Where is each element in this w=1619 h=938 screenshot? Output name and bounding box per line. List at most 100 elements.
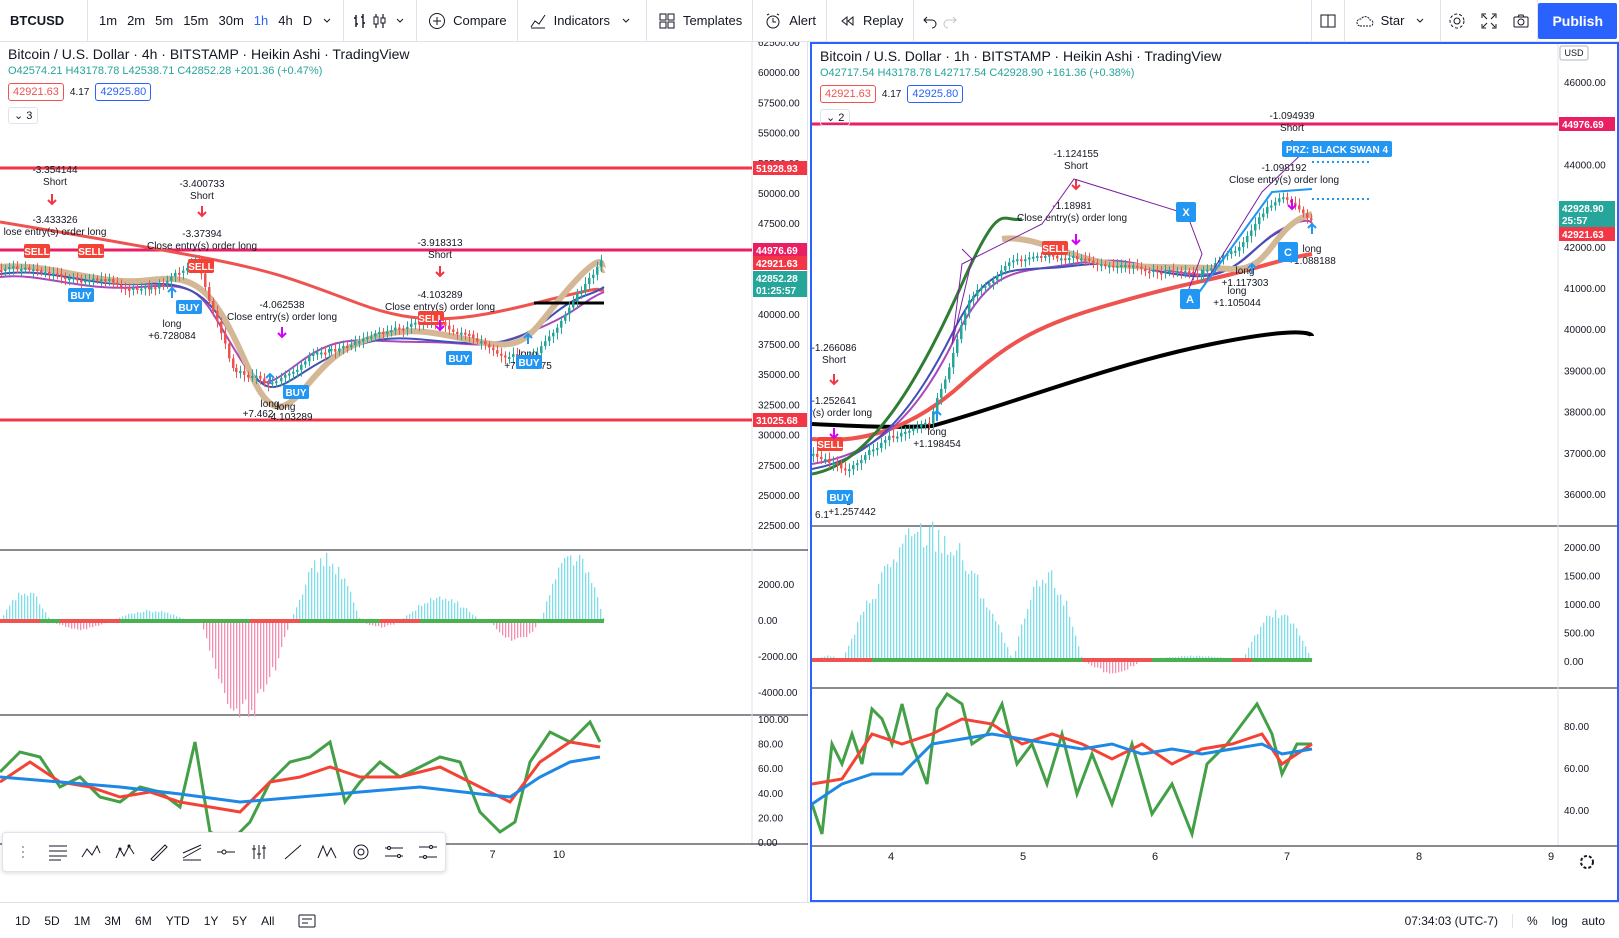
redo-icon[interactable] xyxy=(940,11,960,31)
macd-histogram-bar xyxy=(433,600,434,621)
chevron-down-icon[interactable] xyxy=(390,11,410,31)
symbol-search[interactable]: BTCUSD xyxy=(0,0,88,41)
horizontal-ray-icon[interactable] xyxy=(209,837,243,867)
interval-15m[interactable]: 15m xyxy=(178,13,213,28)
right-ask-price[interactable]: 42925.80 xyxy=(907,85,963,103)
templates-button[interactable]: Templates xyxy=(653,11,746,31)
macd-histogram-bar xyxy=(896,562,897,660)
left-indicators-toggle[interactable]: ⌄ 3 xyxy=(8,107,38,124)
fib-channel-icon[interactable] xyxy=(175,837,209,867)
candle-body xyxy=(1168,270,1171,272)
candle-body xyxy=(1234,251,1237,253)
publish-button[interactable]: Publish xyxy=(1538,3,1617,39)
macd-histogram-bar xyxy=(950,552,951,660)
macd-histogram-bar xyxy=(257,621,258,693)
range-5d[interactable]: 5D xyxy=(37,914,66,928)
left-bid-price[interactable]: 42921.63 xyxy=(8,83,64,101)
price-range-icon[interactable] xyxy=(411,837,445,867)
price-tick-label: 27500.00 xyxy=(758,461,800,472)
camera-icon[interactable] xyxy=(1511,11,1531,31)
compare-button[interactable]: Compare xyxy=(423,11,510,31)
candle-style-icon[interactable] xyxy=(370,11,390,31)
gear-icon[interactable] xyxy=(1447,11,1467,31)
fib-retracement-icon[interactable] xyxy=(243,837,277,867)
trend-line-icon[interactable] xyxy=(277,837,311,867)
xabcd-pattern-icon[interactable] xyxy=(310,837,344,867)
strategy-annotation: Short xyxy=(1280,123,1304,134)
macd-tick-label: 2000.00 xyxy=(1564,543,1601,554)
range-all[interactable]: All xyxy=(254,914,281,928)
right-indicators-toggle[interactable]: ⌄ 2 xyxy=(820,109,850,126)
chevron-down-icon[interactable] xyxy=(616,11,636,31)
goto-date-icon[interactable] xyxy=(297,911,317,931)
candle-body xyxy=(904,432,907,434)
interval-4h[interactable]: 4h xyxy=(273,13,297,28)
range-group: 1D 5D 1M 3M 6M YTD 1Y 5Y All xyxy=(0,914,281,928)
interval-1m[interactable]: 1m xyxy=(94,13,122,28)
drag-handle-icon[interactable] xyxy=(7,837,41,867)
range-6m[interactable]: 6M xyxy=(128,914,159,928)
right-chart-pane[interactable]: Bitcoin / U.S. Dollar · 1h · BITSTAMP · … xyxy=(810,42,1619,902)
star-button[interactable]: Star xyxy=(1351,11,1435,31)
interval-D[interactable]: D xyxy=(298,13,317,28)
macd-histogram-bar xyxy=(221,621,222,683)
left-chart-canvas[interactable]: 62500.0060000.0057500.0055000.0052500.00… xyxy=(0,42,808,902)
macd-histogram-bar xyxy=(905,535,906,660)
pattern-point-label: A xyxy=(1186,294,1194,306)
candle-body xyxy=(836,463,839,465)
fib-circles-icon[interactable] xyxy=(344,837,378,867)
interval-5m[interactable]: 5m xyxy=(150,13,178,28)
range-5y[interactable]: 5Y xyxy=(225,914,254,928)
candle-body xyxy=(840,464,843,469)
bar-style-icon[interactable] xyxy=(350,11,370,31)
signal-label: SELL xyxy=(188,262,214,273)
right-chart-canvas[interactable]: 46000.0045000.0044000.0043000.0042000.00… xyxy=(812,44,1617,900)
interval-2m[interactable]: 2m xyxy=(122,13,150,28)
pattern-abc-icon[interactable] xyxy=(74,837,108,867)
candle-body xyxy=(448,326,451,330)
log-toggle[interactable]: log xyxy=(1552,914,1568,928)
alert-button[interactable]: Alert xyxy=(759,11,820,31)
clock-readout[interactable]: 07:34:03 (UTC-7) xyxy=(1405,914,1513,928)
layout-icon[interactable] xyxy=(1318,11,1338,31)
range-1y[interactable]: 1Y xyxy=(197,914,226,928)
text-lines-icon[interactable] xyxy=(41,837,75,867)
brush-icon[interactable] xyxy=(142,837,176,867)
candle-body xyxy=(884,440,887,443)
elliott-wave-icon[interactable] xyxy=(108,837,142,867)
interval-1h[interactable]: 1h xyxy=(249,13,273,28)
rsi-tick-label: 40.00 xyxy=(1564,806,1589,817)
auto-toggle[interactable]: auto xyxy=(1582,914,1605,928)
percent-toggle[interactable]: % xyxy=(1527,914,1538,928)
parallel-channel-icon[interactable] xyxy=(378,837,412,867)
candle-body xyxy=(1140,267,1143,269)
macd-histogram-bar xyxy=(1063,606,1064,660)
fullscreen-icon[interactable] xyxy=(1479,11,1499,31)
macd-histogram-bar xyxy=(1296,628,1297,660)
range-1m[interactable]: 1M xyxy=(67,914,98,928)
candle-body xyxy=(892,436,895,438)
candle-body xyxy=(4,269,7,271)
chevron-down-icon[interactable] xyxy=(317,11,337,31)
oscillator-line xyxy=(0,757,600,802)
chevron-down-icon[interactable] xyxy=(1410,11,1430,31)
macd-histogram-bar xyxy=(299,600,300,621)
price-tick-label: 47500.00 xyxy=(758,219,800,230)
interval-30m[interactable]: 30m xyxy=(213,13,248,28)
range-3m[interactable]: 3M xyxy=(97,914,128,928)
candle-body xyxy=(72,277,75,279)
replay-button[interactable]: Replay xyxy=(833,11,907,31)
range-ytd[interactable]: YTD xyxy=(159,914,197,928)
signal-label: SELL xyxy=(24,247,50,258)
candle-body xyxy=(255,376,258,378)
left-ask-price[interactable]: 42925.80 xyxy=(95,83,151,101)
right-bid-price[interactable]: 42921.63 xyxy=(820,85,876,103)
undo-icon[interactable] xyxy=(920,11,940,31)
macd-histogram-bar xyxy=(9,606,10,621)
left-chart-pane[interactable]: Bitcoin / U.S. Dollar · 4h · BITSTAMP · … xyxy=(0,42,808,902)
candle-body xyxy=(936,398,939,411)
range-1d[interactable]: 1D xyxy=(8,914,37,928)
macd-histogram-bar xyxy=(1039,586,1040,660)
indicators-button[interactable]: Indicators xyxy=(524,11,640,31)
macd-tick-label: 1500.00 xyxy=(1564,572,1601,583)
